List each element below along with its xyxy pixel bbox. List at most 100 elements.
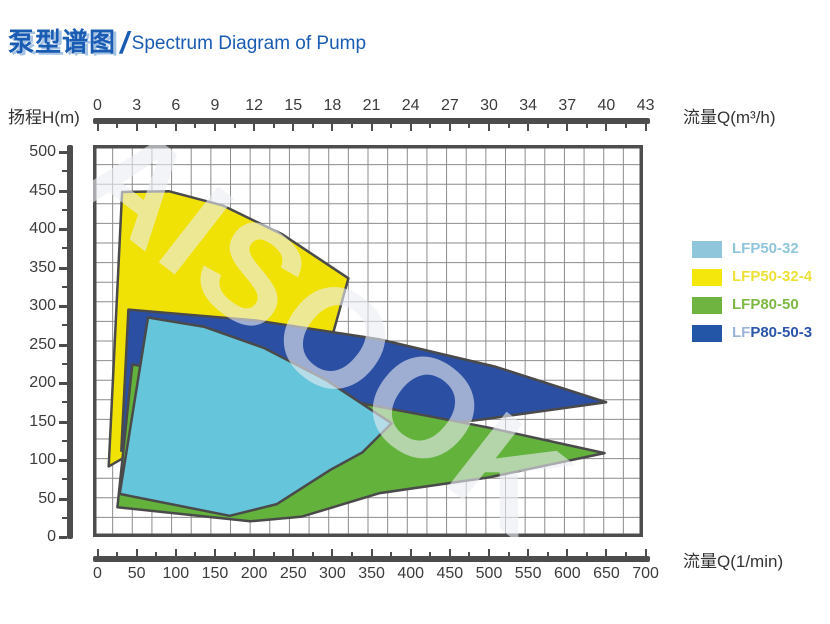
- y-axis-tick-label: 350: [29, 258, 56, 276]
- top-axis-tick-label: 40: [597, 97, 616, 114]
- bottom-ruler-major-tick: [292, 549, 295, 556]
- bottom-ruler-minor-tick: [116, 552, 119, 556]
- top-axis-tick-label: 9: [210, 97, 220, 114]
- left-ruler-major-tick: [59, 420, 67, 424]
- top-ruler-major-tick: [527, 124, 530, 131]
- bottom-axis-tick-label: 150: [201, 565, 229, 582]
- top-ruler-major-tick: [566, 124, 569, 131]
- bottom-ruler-major-tick: [527, 549, 530, 556]
- legend-label-LFP50-32-4: LFP50-32-4: [732, 268, 813, 285]
- left-ruler-minor-tick: [62, 324, 67, 327]
- top-ruler-minor-tick: [507, 124, 510, 128]
- top-axis-tick-label: 43: [636, 97, 655, 114]
- bottom-ruler-major-tick: [174, 549, 177, 556]
- bottom-ruler-minor-tick: [194, 552, 197, 556]
- top-axis-tick-label: 3: [132, 97, 142, 114]
- bottom-ruler-major-tick: [409, 549, 412, 556]
- bottom-axis-tick-label: 600: [553, 565, 581, 582]
- bottom-ruler-minor-tick: [233, 552, 236, 556]
- left-ruler-minor-tick: [62, 285, 67, 288]
- bottom-ruler-minor-tick: [311, 552, 314, 556]
- bottom-ruler-minor-tick: [625, 552, 628, 556]
- y-axis-tick-label: 400: [29, 220, 56, 237]
- top-ruler-minor-tick: [350, 124, 353, 128]
- legend-swatch-LFP50-32: [692, 241, 722, 258]
- legend-label-LFP80-50-3: LFP80-50-3: [732, 324, 812, 341]
- left-ruler-minor-tick: [62, 247, 67, 250]
- bottom-ruler-major-tick: [370, 549, 373, 556]
- bottom-ruler-major-tick: [135, 549, 138, 556]
- bottom-ruler-major-tick: [566, 549, 569, 556]
- y-axis-title: 扬程H(m): [8, 108, 80, 127]
- left-ruler-minor-tick: [62, 439, 67, 442]
- top-ruler-major-tick: [253, 124, 256, 131]
- left-ruler-minor-tick: [62, 478, 67, 481]
- title-chinese: 泵型谱图: [8, 27, 117, 57]
- top-axis-tick-label: 12: [245, 97, 263, 114]
- legend-label-suffix: P80-50-3: [750, 324, 813, 341]
- top-ruler-major-tick: [488, 124, 490, 131]
- bottom-ruler-minor-tick: [429, 552, 432, 556]
- bottom-axis-tick-label: 250: [279, 565, 307, 582]
- left-ruler-minor-tick: [62, 208, 67, 211]
- plot-area: AISOOK: [93, 145, 643, 537]
- bottom-axis-tick-label: 300: [319, 565, 346, 582]
- top-ruler-minor-tick: [468, 124, 471, 128]
- top-ruler-major-tick: [448, 124, 451, 131]
- y-axis-tick-label: 450: [29, 181, 56, 199]
- top-ruler-major-tick: [370, 124, 373, 131]
- bottom-x-axis-title: 流量Q(1/min): [683, 552, 784, 571]
- page-title: 泵型谱图 / Spectrum Diagram of Pump: [8, 22, 366, 61]
- top-ruler-minor-tick: [390, 124, 393, 128]
- top-ruler-major-tick: [409, 124, 412, 131]
- bottom-ruler-bar: [93, 556, 650, 562]
- top-ruler-bar: [93, 118, 650, 124]
- left-ruler-major-tick: [59, 151, 67, 154]
- top-ruler-minor-tick: [116, 124, 119, 128]
- bottom-ruler-minor-tick: [155, 552, 158, 556]
- bottom-axis-tick-label: 450: [436, 565, 464, 582]
- left-ruler-major-tick: [59, 189, 67, 193]
- top-axis-tick-label: 0: [93, 97, 102, 114]
- bottom-axis-tick-label: 500: [475, 565, 503, 582]
- left-ruler-major-tick: [59, 343, 67, 347]
- top-axis-tick-label: 18: [323, 97, 342, 114]
- bottom-axis-tick-label: 100: [162, 565, 190, 582]
- bottom-ruler-major-tick: [253, 549, 256, 556]
- top-x-axis-title: 流量Q(m³/h): [683, 108, 776, 127]
- spectrum-chart: [93, 145, 643, 537]
- y-axis-tick-label: 300: [29, 297, 56, 314]
- bottom-axis-tick-label: 0: [93, 565, 102, 582]
- bottom-ruler-major-tick: [213, 549, 216, 556]
- y-axis-tick-label: 50: [38, 489, 56, 507]
- top-axis-tick-label: 27: [440, 97, 459, 114]
- top-ruler-major-tick: [213, 124, 216, 131]
- y-axis-tick-label: 150: [29, 412, 56, 430]
- bottom-ruler-major-tick: [488, 549, 490, 556]
- left-ruler-major-tick: [59, 305, 67, 308]
- top-ruler-major-tick: [644, 124, 647, 131]
- y-axis-tick-label: 250: [29, 335, 56, 353]
- left-ruler-major-tick: [59, 228, 67, 231]
- legend-label-LFP80-50: LFP80-50: [732, 296, 799, 313]
- top-ruler-major-tick: [292, 124, 295, 131]
- top-axis-tick-label: 24: [401, 97, 420, 114]
- top-ruler-minor-tick: [194, 124, 197, 128]
- top-ruler-major-tick: [331, 124, 334, 131]
- bottom-axis-tick-label: 700: [632, 565, 659, 582]
- top-axis-tick-label: 6: [171, 97, 181, 114]
- top-ruler-major-tick: [135, 124, 138, 131]
- top-axis-tick-label: 34: [519, 97, 538, 114]
- left-ruler-major-tick: [59, 382, 67, 385]
- bottom-axis-tick-label: 200: [240, 565, 268, 582]
- top-ruler-minor-tick: [429, 124, 432, 128]
- bottom-ruler-minor-tick: [468, 552, 471, 556]
- y-axis-tick-label: 100: [29, 451, 56, 468]
- bottom-axis-tick-label: 650: [593, 565, 620, 582]
- left-ruler-bar: [67, 145, 73, 539]
- y-axis-tick-label: 500: [29, 143, 56, 160]
- top-ruler-major-tick: [605, 124, 608, 131]
- bottom-ruler-minor-tick: [507, 552, 510, 556]
- bottom-ruler-major-tick: [448, 549, 451, 556]
